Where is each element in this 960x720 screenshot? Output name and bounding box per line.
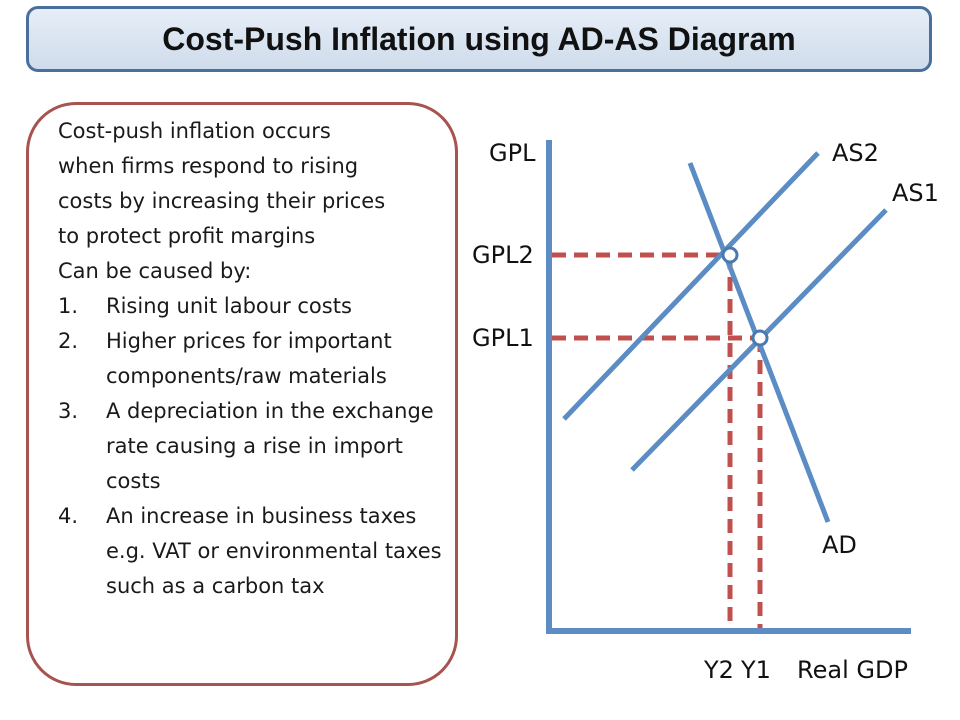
cause-text: Rising unit labour costs bbox=[106, 294, 352, 318]
ad-label: AD bbox=[822, 531, 857, 559]
cause-text: An increase in business taxes e.g. VAT o… bbox=[106, 504, 442, 598]
gpl1-label: GPL1 bbox=[472, 324, 534, 352]
intro-line: Can be caused by: bbox=[58, 259, 252, 283]
intro-line: Cost-push inflation occurs bbox=[58, 119, 331, 143]
causes-list: 1. Rising unit labour costs 2. Higher pr… bbox=[58, 289, 448, 604]
cause-number: 2. bbox=[58, 329, 79, 353]
title-banner: Cost-Push Inflation using AD-AS Diagram bbox=[26, 6, 932, 72]
y-axis-label: GPL bbox=[489, 139, 536, 167]
intro-line: to protect profit margins bbox=[58, 224, 316, 248]
intro-line: costs by increasing their prices bbox=[58, 189, 386, 213]
x-axis-label: Real GDP bbox=[797, 656, 908, 684]
cause-number: 4. bbox=[58, 504, 79, 528]
gpl2-label: GPL2 bbox=[472, 241, 534, 269]
y2-label: Y2 bbox=[703, 656, 734, 684]
as2-label: AS2 bbox=[832, 139, 879, 167]
as2-curve bbox=[562, 151, 820, 421]
cause-number: 3. bbox=[58, 399, 79, 423]
cause-number: 1. bbox=[58, 294, 79, 318]
cause-text: A depreciation in the exchange rate caus… bbox=[106, 399, 434, 493]
page-title: Cost-Push Inflation using AD-AS Diagram bbox=[162, 20, 796, 57]
equilibrium-point-1 bbox=[751, 329, 769, 347]
equilibrium-point-2 bbox=[721, 246, 739, 264]
cause-item: 3. A depreciation in the exchange rate c… bbox=[58, 394, 448, 499]
cause-item: 4. An increase in business taxes e.g. VA… bbox=[58, 499, 448, 604]
cause-item: 2. Higher prices for important component… bbox=[58, 324, 448, 394]
y1-label: Y1 bbox=[740, 656, 771, 684]
intro-line: when firms respond to rising bbox=[58, 154, 359, 178]
intro-text: Cost-push inflation occurs when firms re… bbox=[58, 114, 448, 289]
cause-text: Higher prices for important components/r… bbox=[106, 329, 392, 388]
explanation-box bbox=[26, 102, 458, 686]
cause-item: 1. Rising unit labour costs bbox=[58, 289, 448, 324]
as1-label: AS1 bbox=[892, 179, 939, 207]
